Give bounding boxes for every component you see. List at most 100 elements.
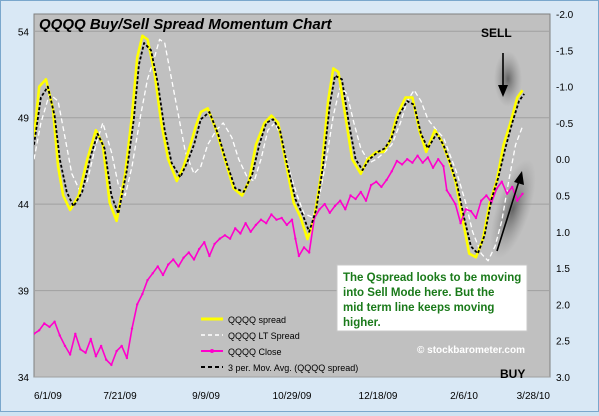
legend-item-mov-avg: 3 per. Mov. Avg. (QQQQ spread): [201, 363, 358, 373]
close-point: [187, 251, 190, 254]
close-point: [208, 254, 211, 258]
close-point: [349, 194, 352, 197]
close-point: [318, 208, 321, 211]
close-point: [141, 292, 144, 296]
close-point: [89, 337, 93, 341]
right-axis-ticks: -2.0 -1.5 -1.0 -0.5 0.0 0.5 1.0 1.5 2.0 2.5 3.0: [556, 10, 574, 384]
sell-label: SELL: [481, 26, 512, 40]
left-tick-label: 34: [18, 373, 30, 384]
right-tick-label: -2.0: [556, 10, 574, 21]
close-point: [280, 216, 283, 220]
right-tick-label: 3.0: [556, 373, 570, 384]
x-tick-label: 6/1/09: [34, 391, 62, 402]
chart-title: QQQQ Buy/Sell Spread Momentum Chart: [39, 16, 333, 33]
close-point: [385, 178, 388, 182]
close-point: [380, 185, 383, 189]
right-tick-label: 2.5: [556, 337, 570, 348]
close-point: [421, 161, 424, 164]
right-tick-label: 0.0: [556, 155, 570, 166]
close-point: [308, 251, 311, 254]
close-point: [63, 344, 67, 348]
close-point: [249, 230, 252, 233]
close-point: [344, 208, 347, 211]
legend-label-mov-avg: 3 per. Mov. Avg. (QQQQ spread): [228, 363, 358, 373]
close-point: [511, 185, 514, 189]
close-point: [400, 163, 404, 166]
legend-label-close: QQQQ Close: [228, 347, 282, 357]
close-point: [146, 279, 149, 282]
close-point: [454, 202, 457, 206]
close-point: [234, 227, 237, 230]
close-point: [203, 241, 206, 244]
close-point: [469, 209, 473, 213]
close-point: [218, 237, 221, 240]
close-point: [459, 222, 462, 225]
close-point: [94, 355, 98, 358]
close-point: [68, 353, 72, 356]
close-point: [339, 199, 342, 202]
watermark: © stockbarometer.com: [417, 345, 525, 356]
close-point: [500, 180, 503, 183]
buy-arrow-icon: [496, 171, 524, 252]
close-point: [323, 202, 326, 206]
x-tick-label: 12/18/09: [359, 391, 398, 402]
legend-item-spread: QQQQ spread: [201, 315, 286, 325]
close-point: [34, 332, 36, 335]
close-point: [265, 222, 268, 225]
close-point: [516, 199, 519, 202]
legend-label-lt-spread: QQQQ LT Spread: [228, 331, 300, 341]
close-point: [464, 208, 467, 211]
close-point: [431, 166, 435, 169]
close-point: [136, 303, 139, 306]
close-point: [395, 159, 399, 163]
right-tick-label: -0.5: [556, 119, 574, 130]
close-point: [182, 256, 185, 259]
close-point: [406, 158, 409, 161]
legend-label-spread: QQQQ spread: [228, 315, 286, 325]
x-axis-ticks: 6/1/09 7/21/09 9/9/09 10/29/09 12/18/09 2/6/1…: [34, 391, 550, 402]
close-point: [125, 356, 129, 360]
close-point: [115, 349, 118, 353]
close-point: [167, 263, 170, 266]
close-point: [411, 161, 414, 164]
close-point: [437, 158, 440, 161]
right-tick-label: -1.5: [556, 46, 574, 57]
close-point: [79, 348, 82, 351]
legend: QQQQ spread QQQQ LT Spread QQQQ Close 3 …: [201, 315, 358, 373]
close-point: [416, 154, 419, 157]
right-tick-label: -1.0: [556, 83, 574, 94]
close-point: [48, 325, 51, 329]
right-tick-label: 2.0: [556, 300, 570, 311]
close-point: [354, 197, 357, 201]
close-point: [369, 183, 373, 187]
right-tick-label: 1.5: [556, 264, 570, 275]
right-tick-label: 0.5: [556, 192, 570, 203]
close-point: [521, 192, 524, 195]
close-point: [105, 358, 108, 361]
series-mov-avg: [34, 42, 525, 255]
close-point: [120, 344, 123, 348]
close-point: [426, 156, 430, 159]
close-point: [239, 232, 242, 235]
close-point: [172, 258, 175, 261]
close-point: [505, 192, 509, 195]
x-tick-label: 2/6/10: [450, 391, 478, 402]
close-point: [328, 211, 331, 214]
close-point: [110, 363, 113, 367]
right-tick-label: 1.0: [556, 228, 570, 239]
close-point: [130, 327, 134, 330]
close-point: [294, 237, 297, 240]
close-point: [270, 213, 273, 216]
close-point: [43, 322, 46, 325]
left-tick-label: 39: [18, 287, 30, 298]
close-point: [58, 334, 61, 337]
x-tick-label: 10/29/09: [273, 391, 312, 402]
legend-item-lt-spread: QQQQ LT Spread: [201, 331, 300, 341]
close-point: [53, 320, 56, 323]
close-point: [74, 332, 77, 335]
close-point: [364, 199, 368, 202]
close-point: [359, 190, 362, 194]
close-point: [99, 344, 103, 348]
close-point: [38, 329, 41, 332]
